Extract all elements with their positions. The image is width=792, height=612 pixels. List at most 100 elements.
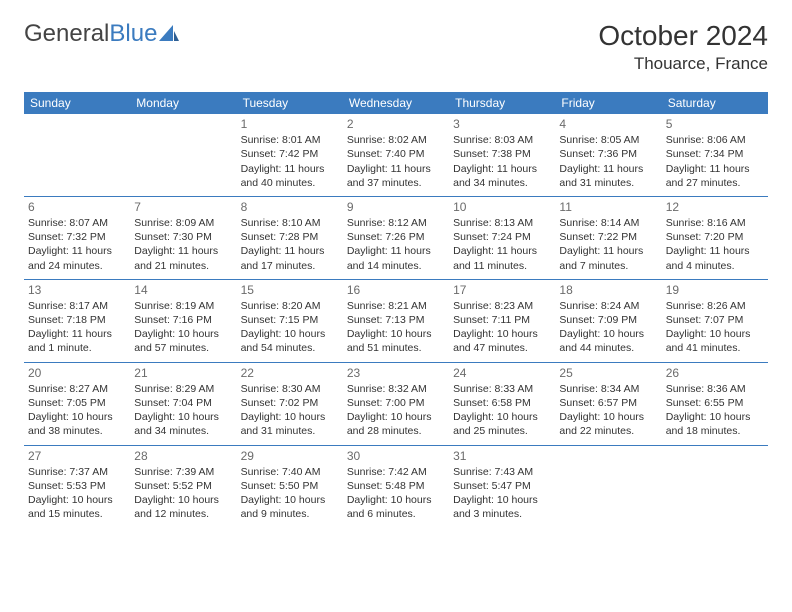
- day-number: 24: [453, 365, 551, 381]
- sunset-line: Sunset: 7:15 PM: [241, 313, 339, 327]
- day-cell: 12Sunrise: 8:16 AMSunset: 7:20 PMDayligh…: [662, 196, 768, 279]
- day-number: 2: [347, 116, 445, 132]
- day-number: 25: [559, 365, 657, 381]
- daylight-line: Daylight: 11 hours and 4 minutes.: [666, 244, 764, 272]
- day-number: 17: [453, 282, 551, 298]
- calendar-body: 1Sunrise: 8:01 AMSunset: 7:42 PMDaylight…: [24, 114, 768, 527]
- day-number: 15: [241, 282, 339, 298]
- sunset-line: Sunset: 7:42 PM: [241, 147, 339, 161]
- daylight-line: Daylight: 10 hours and 22 minutes.: [559, 410, 657, 438]
- calendar-row: 20Sunrise: 8:27 AMSunset: 7:05 PMDayligh…: [24, 362, 768, 445]
- sunrise-line: Sunrise: 8:05 AM: [559, 133, 657, 147]
- day-cell: 21Sunrise: 8:29 AMSunset: 7:04 PMDayligh…: [130, 362, 236, 445]
- sunset-line: Sunset: 7:28 PM: [241, 230, 339, 244]
- day-number: 13: [28, 282, 126, 298]
- sunset-line: Sunset: 7:32 PM: [28, 230, 126, 244]
- empty-cell: [555, 445, 661, 527]
- sunset-line: Sunset: 7:24 PM: [453, 230, 551, 244]
- calendar-page: GeneralBlue October 2024 Thouarce, Franc…: [0, 0, 792, 547]
- sunset-line: Sunset: 5:50 PM: [241, 479, 339, 493]
- sunrise-line: Sunrise: 8:07 AM: [28, 216, 126, 230]
- sunrise-line: Sunrise: 8:20 AM: [241, 299, 339, 313]
- sunset-line: Sunset: 7:16 PM: [134, 313, 232, 327]
- day-cell: 14Sunrise: 8:19 AMSunset: 7:16 PMDayligh…: [130, 279, 236, 362]
- sunset-line: Sunset: 7:11 PM: [453, 313, 551, 327]
- daylight-line: Daylight: 11 hours and 17 minutes.: [241, 244, 339, 272]
- day-cell: 19Sunrise: 8:26 AMSunset: 7:07 PMDayligh…: [662, 279, 768, 362]
- weekday-header: Wednesday: [343, 92, 449, 114]
- day-cell: 9Sunrise: 8:12 AMSunset: 7:26 PMDaylight…: [343, 196, 449, 279]
- day-number: 30: [347, 448, 445, 464]
- calendar-row: 13Sunrise: 8:17 AMSunset: 7:18 PMDayligh…: [24, 279, 768, 362]
- daylight-line: Daylight: 10 hours and 44 minutes.: [559, 327, 657, 355]
- sunset-line: Sunset: 7:22 PM: [559, 230, 657, 244]
- day-number: 9: [347, 199, 445, 215]
- daylight-line: Daylight: 11 hours and 1 minute.: [28, 327, 126, 355]
- day-number: 3: [453, 116, 551, 132]
- sunrise-line: Sunrise: 8:12 AM: [347, 216, 445, 230]
- sunrise-line: Sunrise: 8:26 AM: [666, 299, 764, 313]
- daylight-line: Daylight: 11 hours and 24 minutes.: [28, 244, 126, 272]
- sunset-line: Sunset: 7:30 PM: [134, 230, 232, 244]
- day-cell: 5Sunrise: 8:06 AMSunset: 7:34 PMDaylight…: [662, 114, 768, 196]
- day-cell: 22Sunrise: 8:30 AMSunset: 7:02 PMDayligh…: [237, 362, 343, 445]
- daylight-line: Daylight: 11 hours and 40 minutes.: [241, 162, 339, 190]
- daylight-line: Daylight: 10 hours and 47 minutes.: [453, 327, 551, 355]
- day-number: 4: [559, 116, 657, 132]
- day-number: 10: [453, 199, 551, 215]
- day-cell: 11Sunrise: 8:14 AMSunset: 7:22 PMDayligh…: [555, 196, 661, 279]
- sunrise-line: Sunrise: 8:02 AM: [347, 133, 445, 147]
- calendar-row: 27Sunrise: 7:37 AMSunset: 5:53 PMDayligh…: [24, 445, 768, 527]
- empty-cell: [662, 445, 768, 527]
- daylight-line: Daylight: 10 hours and 51 minutes.: [347, 327, 445, 355]
- sunset-line: Sunset: 6:57 PM: [559, 396, 657, 410]
- daylight-line: Daylight: 10 hours and 38 minutes.: [28, 410, 126, 438]
- sunset-line: Sunset: 7:09 PM: [559, 313, 657, 327]
- day-number: 11: [559, 199, 657, 215]
- sunset-line: Sunset: 5:53 PM: [28, 479, 126, 493]
- daylight-line: Daylight: 11 hours and 11 minutes.: [453, 244, 551, 272]
- sunrise-line: Sunrise: 7:42 AM: [347, 465, 445, 479]
- empty-cell: [24, 114, 130, 196]
- daylight-line: Daylight: 10 hours and 25 minutes.: [453, 410, 551, 438]
- daylight-line: Daylight: 11 hours and 37 minutes.: [347, 162, 445, 190]
- weekday-row: SundayMondayTuesdayWednesdayThursdayFrid…: [24, 92, 768, 114]
- day-number: 18: [559, 282, 657, 298]
- day-number: 6: [28, 199, 126, 215]
- sunset-line: Sunset: 6:58 PM: [453, 396, 551, 410]
- sunset-line: Sunset: 7:34 PM: [666, 147, 764, 161]
- sunset-line: Sunset: 7:13 PM: [347, 313, 445, 327]
- day-number: 28: [134, 448, 232, 464]
- sunset-line: Sunset: 7:38 PM: [453, 147, 551, 161]
- day-cell: 18Sunrise: 8:24 AMSunset: 7:09 PMDayligh…: [555, 279, 661, 362]
- day-number: 23: [347, 365, 445, 381]
- sunrise-line: Sunrise: 8:24 AM: [559, 299, 657, 313]
- weekday-header: Monday: [130, 92, 236, 114]
- weekday-header: Friday: [555, 92, 661, 114]
- daylight-line: Daylight: 10 hours and 31 minutes.: [241, 410, 339, 438]
- daylight-line: Daylight: 10 hours and 54 minutes.: [241, 327, 339, 355]
- sunset-line: Sunset: 7:20 PM: [666, 230, 764, 244]
- day-cell: 31Sunrise: 7:43 AMSunset: 5:47 PMDayligh…: [449, 445, 555, 527]
- sunrise-line: Sunrise: 8:29 AM: [134, 382, 232, 396]
- sunrise-line: Sunrise: 8:33 AM: [453, 382, 551, 396]
- sunrise-line: Sunrise: 7:43 AM: [453, 465, 551, 479]
- month-title: October 2024: [598, 20, 768, 52]
- day-number: 19: [666, 282, 764, 298]
- day-number: 16: [347, 282, 445, 298]
- day-cell: 23Sunrise: 8:32 AMSunset: 7:00 PMDayligh…: [343, 362, 449, 445]
- sunset-line: Sunset: 7:26 PM: [347, 230, 445, 244]
- sunrise-line: Sunrise: 8:13 AM: [453, 216, 551, 230]
- weekday-header: Tuesday: [237, 92, 343, 114]
- day-number: 22: [241, 365, 339, 381]
- day-number: 1: [241, 116, 339, 132]
- sunrise-line: Sunrise: 8:09 AM: [134, 216, 232, 230]
- daylight-line: Daylight: 10 hours and 41 minutes.: [666, 327, 764, 355]
- weekday-header: Saturday: [662, 92, 768, 114]
- sunset-line: Sunset: 7:02 PM: [241, 396, 339, 410]
- day-cell: 8Sunrise: 8:10 AMSunset: 7:28 PMDaylight…: [237, 196, 343, 279]
- daylight-line: Daylight: 11 hours and 14 minutes.: [347, 244, 445, 272]
- weekday-header: Sunday: [24, 92, 130, 114]
- brand-part1: General: [24, 20, 109, 48]
- brand-logo: GeneralBlue: [24, 20, 179, 48]
